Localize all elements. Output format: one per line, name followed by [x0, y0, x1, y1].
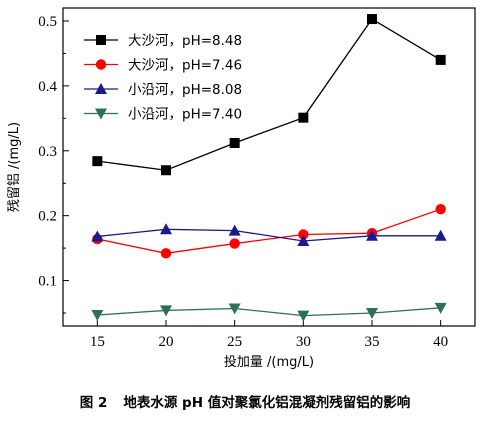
data-point — [298, 112, 309, 123]
x-tick-label: 40 — [433, 334, 448, 350]
x-axis-title: 投加量 /(mg/L) — [224, 354, 314, 370]
figure-caption: 图 2 地表水源 pH 值对聚氯化铝混凝剂残留铝的影响 — [0, 391, 490, 411]
data-point — [229, 238, 240, 249]
data-point — [297, 234, 310, 246]
y-axis-title: 残留铝 /(mg/L) — [7, 122, 22, 212]
legend-entry: 大沙河，pH=7.46 — [84, 58, 242, 74]
x-tick-label: 35 — [365, 334, 380, 350]
data-point — [161, 165, 171, 176]
data-point — [91, 309, 104, 321]
legend-label: 小沿河，pH=7.40 — [128, 107, 242, 123]
data-point — [366, 308, 378, 320]
data-point — [435, 203, 446, 215]
series-3 — [91, 223, 447, 246]
legend-label: 大沙河，pH=7.46 — [128, 58, 242, 74]
y-tick-label: 0.4 — [38, 79, 57, 95]
y-tick-label: 0.1 — [38, 274, 57, 290]
legend-marker — [95, 83, 107, 94]
data-point — [229, 137, 240, 148]
line-chart: 15 20 25 30 35 40 0.1 0.2 0.3 0.4 0.5 大沙河，pH=8.48 大… — [7, 7, 476, 370]
data-point — [434, 302, 447, 314]
x-tick-label: 25 — [227, 334, 242, 350]
data-point — [298, 229, 309, 240]
y-tick-label: 0.5 — [38, 14, 57, 30]
data-point — [92, 156, 103, 167]
x-tick-label: 20 — [159, 334, 174, 350]
legend-label: 大沙河，pH=8.48 — [128, 33, 242, 49]
legend-entry: 小沿河，pH=8.08 — [84, 82, 242, 98]
data-point — [228, 224, 241, 236]
series-1 — [92, 14, 446, 176]
data-point — [91, 230, 104, 242]
figure-caption-text: 地表水源 pH 值对聚氯化铝混凝剂残留铝的影响 — [123, 395, 411, 411]
y-tick-label: 0.3 — [38, 144, 57, 160]
data-point — [160, 223, 172, 235]
data-point — [367, 14, 377, 25]
legend-label: 小沿河，pH=8.08 — [128, 82, 242, 98]
data-point — [366, 229, 378, 241]
figure-number: 图 2 — [79, 395, 108, 411]
series-line — [97, 208, 441, 254]
series-line — [97, 18, 441, 171]
legend-marker — [95, 108, 107, 120]
x-tick-label: 30 — [296, 334, 311, 350]
data-point — [160, 305, 172, 317]
series-4 — [91, 302, 447, 322]
legend-marker — [96, 35, 106, 45]
data-point — [434, 229, 447, 241]
legend-entry: 小沿河，pH=7.40 — [84, 107, 242, 123]
legend-entry: 大沙河，pH=8.48 — [84, 33, 242, 49]
plot-area-frame — [62, 7, 476, 327]
data-point — [160, 248, 172, 259]
series-line — [97, 307, 441, 317]
data-point — [435, 54, 446, 65]
data-point — [297, 310, 310, 322]
x-tick-label: 15 — [90, 334, 105, 350]
data-point — [228, 303, 241, 315]
legend-marker — [95, 59, 107, 70]
series-line — [97, 228, 441, 242]
y-tick-label: 0.2 — [38, 209, 57, 225]
